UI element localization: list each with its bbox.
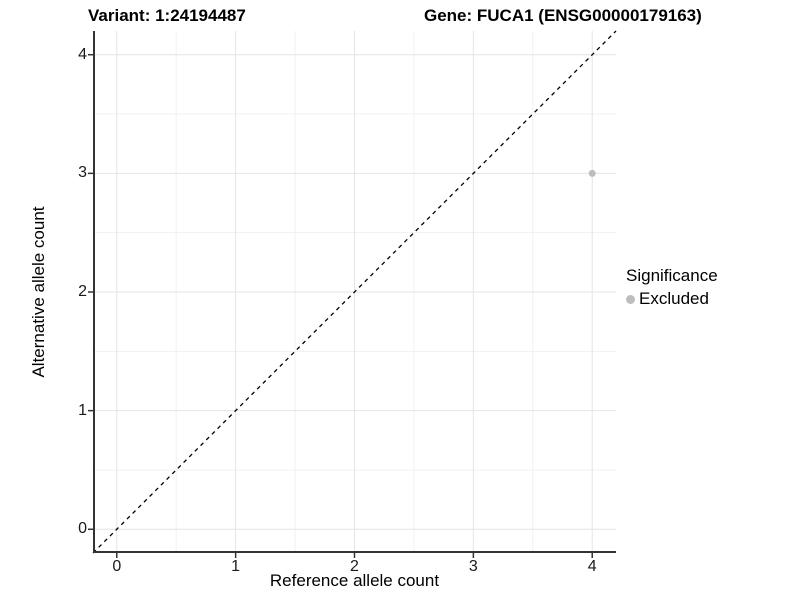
x-tick-label: 2 xyxy=(350,558,359,575)
plot-panel xyxy=(88,30,617,558)
x-tick-label: 3 xyxy=(468,558,478,575)
legend-item-excluded: Excluded xyxy=(626,289,718,309)
x-tick-label: 4 xyxy=(587,558,597,575)
plot-title-gene: Gene: FUCA1 (ENSG00000179163) xyxy=(424,6,702,25)
data-point xyxy=(588,169,596,177)
y-tick-label: 4 xyxy=(78,45,87,63)
plot-canvas xyxy=(88,30,617,558)
legend-point-swatch xyxy=(626,294,635,304)
y-tick-label: 2 xyxy=(78,283,87,300)
y-tick-label: 1 xyxy=(78,401,87,419)
identity-dashed-line xyxy=(92,30,617,554)
plot-title-variant: Variant: 1:24194487 xyxy=(88,6,246,25)
y-tick-label: 0 xyxy=(78,520,87,538)
legend-item-label: Excluded xyxy=(639,289,709,308)
y-tick-label: 3 xyxy=(78,164,87,182)
x-tick-label: 1 xyxy=(231,558,241,575)
legend: Significance Excluded xyxy=(626,266,718,309)
x-tick-label: 0 xyxy=(112,558,122,575)
legend-title: Significance xyxy=(626,266,718,285)
x-axis-title: Reference allele count xyxy=(269,571,440,590)
